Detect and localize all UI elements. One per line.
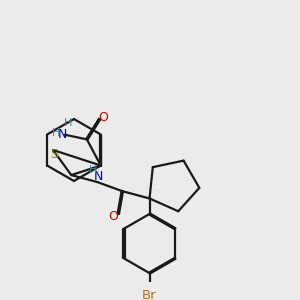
- Text: H: H: [52, 128, 60, 138]
- Text: O: O: [98, 111, 108, 124]
- Text: S: S: [50, 148, 59, 161]
- Text: Br: Br: [142, 289, 157, 300]
- Text: N: N: [58, 128, 67, 141]
- Text: N: N: [94, 170, 103, 183]
- Text: H: H: [64, 118, 72, 128]
- Text: H: H: [89, 165, 97, 175]
- Text: O: O: [108, 210, 118, 223]
